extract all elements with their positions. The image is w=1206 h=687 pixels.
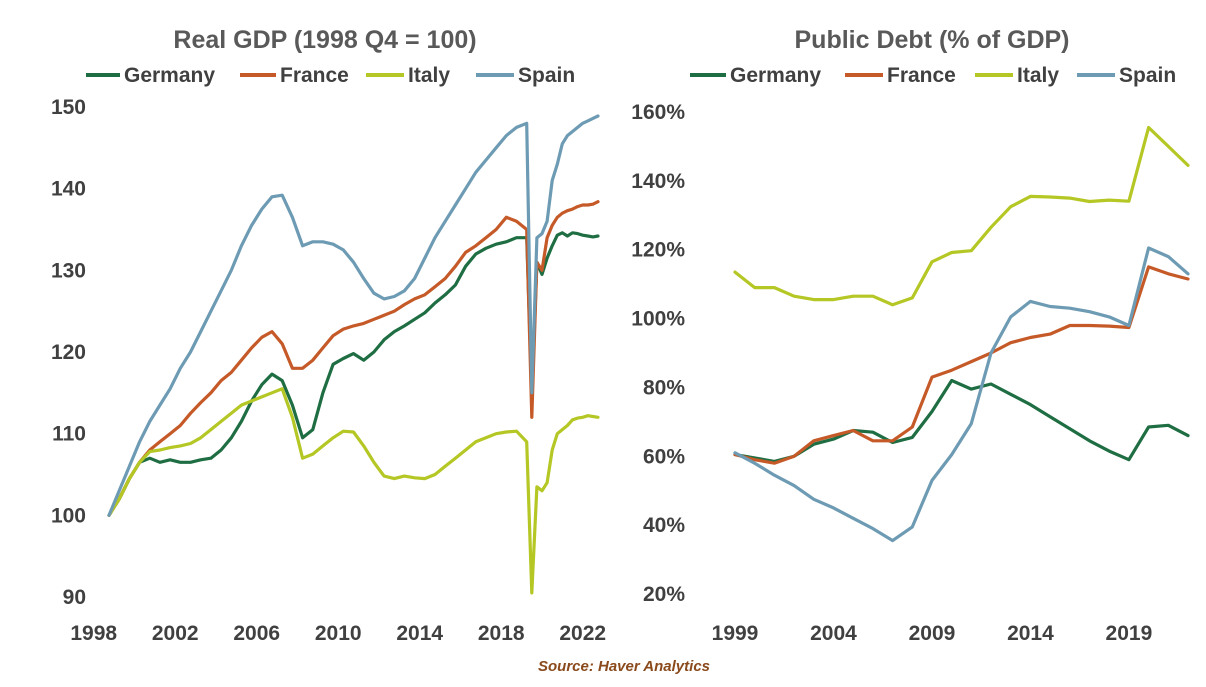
legend-label-spain: Spain (518, 64, 575, 87)
x-tick-label: 2014 (1007, 622, 1054, 645)
legend-label-france: France (280, 64, 349, 87)
y-tick-label: 80% (643, 376, 685, 399)
public-debt-series-france (733, 265, 1190, 465)
y-tick-label: 140% (631, 170, 685, 193)
source-note: Source: Haver Analytics (538, 658, 710, 675)
public-debt-y-axis: 20% 40% 60% 80% 100% 120% 140% 160% (631, 101, 685, 606)
public-debt-x-axis: 1999 2004 2009 2014 2019 (712, 622, 1153, 645)
y-tick-label: 130 (51, 259, 86, 282)
y-tick-label: 120% (631, 239, 685, 262)
legend-label-italy: Italy (408, 64, 450, 87)
real-gdp-chart: Real GDP (1998 Q4 = 100) Germany France It… (51, 26, 606, 645)
legend-item-spain: Spain (476, 64, 575, 87)
public-debt-series-italy (733, 125, 1190, 307)
real-gdp-legend: Germany France Italy Spain (86, 64, 575, 87)
x-tick-label: 2014 (396, 622, 443, 645)
y-tick-label: 40% (643, 514, 685, 537)
x-tick-label: 2004 (810, 622, 857, 645)
real-gdp-series-germany (107, 231, 600, 517)
x-tick-label: 2022 (559, 622, 606, 645)
legend-item-germany: Germany (86, 64, 215, 87)
x-tick-label: 2010 (315, 622, 362, 645)
x-tick-label: 2018 (478, 622, 525, 645)
legend-item-france: France (240, 64, 349, 87)
y-tick-label: 100% (631, 308, 685, 331)
real-gdp-x-axis: 1998 2002 2006 2010 2014 2018 2022 (70, 622, 606, 645)
real-gdp-series-spain (107, 114, 600, 517)
x-tick-label: 2019 (1106, 622, 1153, 645)
legend-item-italy: Italy (975, 64, 1059, 87)
public-debt-chart: Public Debt (% of GDP) Germany France Ital… (631, 26, 1190, 645)
x-tick-label: 2002 (152, 622, 199, 645)
y-tick-label: 60% (643, 445, 685, 468)
public-debt-plot-area (733, 125, 1190, 543)
y-tick-label: 110 (52, 423, 86, 446)
legend-label-spain: Spain (1119, 64, 1176, 87)
legend-item-germany: Germany (690, 64, 821, 87)
y-tick-label: 100 (51, 504, 86, 527)
public-debt-series-spain (733, 246, 1190, 543)
legend-label-germany: Germany (124, 64, 215, 87)
x-tick-label: 2009 (909, 622, 956, 645)
legend-label-italy: Italy (1017, 64, 1059, 87)
legend-label-france: France (887, 64, 956, 87)
x-tick-label: 1999 (712, 622, 759, 645)
y-tick-label: 20% (643, 583, 685, 606)
y-tick-label: 120 (51, 341, 86, 364)
public-debt-series-germany (733, 378, 1190, 463)
legend-item-italy: Italy (366, 64, 450, 87)
public-debt-legend: Germany France Italy Spain (690, 64, 1176, 87)
y-tick-label: 160% (631, 101, 685, 124)
real-gdp-chart-title: Real GDP (1998 Q4 = 100) (173, 26, 476, 54)
y-tick-label: 140 (51, 178, 86, 201)
y-tick-label: 150 (51, 96, 86, 119)
public-debt-chart-title: Public Debt (% of GDP) (795, 26, 1070, 54)
y-tick-label: 90 (63, 586, 86, 609)
x-tick-label: 2006 (233, 622, 280, 645)
x-tick-label: 1998 (70, 622, 117, 645)
legend-label-germany: Germany (730, 64, 821, 87)
legend-item-spain: Spain (1077, 64, 1176, 87)
legend-item-france: France (845, 64, 956, 87)
real-gdp-plot-area (107, 114, 600, 595)
real-gdp-y-axis: 90 100 110 120 130 140 150 (51, 96, 86, 609)
real-gdp-series-france (107, 200, 600, 517)
real-gdp-series-italy (107, 387, 600, 595)
